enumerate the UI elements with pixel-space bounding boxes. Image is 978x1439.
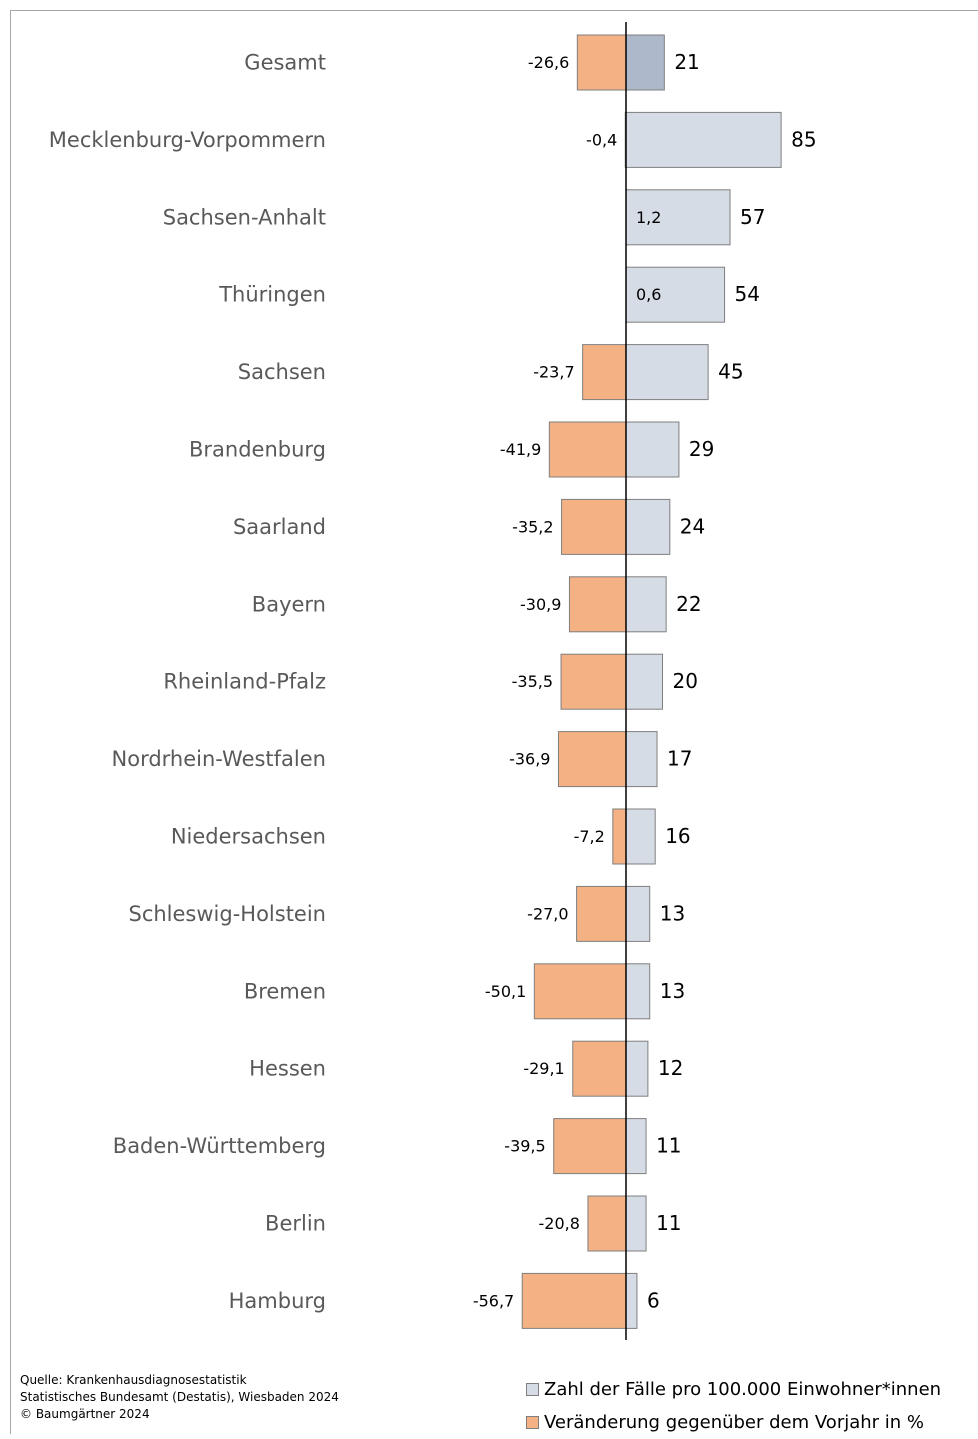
category-label: Baden-Württemberg bbox=[113, 1134, 326, 1158]
change-bar bbox=[521, 1272, 627, 1329]
legend-swatch-change bbox=[526, 1416, 539, 1429]
copyright-line: © Baumgärtner 2024 bbox=[20, 1407, 150, 1421]
change-label: -35,2 bbox=[512, 517, 553, 536]
change-label: -39,5 bbox=[504, 1137, 545, 1156]
category-label: Mecklenburg-Vorpommern bbox=[49, 128, 326, 152]
category-label: Hessen bbox=[249, 1057, 326, 1081]
cases-bar bbox=[625, 498, 671, 555]
cases-bar bbox=[625, 808, 656, 865]
change-bar bbox=[587, 1195, 627, 1252]
cases-value-label: 11 bbox=[656, 1134, 681, 1158]
cases-value-label: 13 bbox=[660, 901, 685, 925]
change-bar bbox=[533, 963, 627, 1020]
category-label: Bremen bbox=[244, 979, 326, 1003]
category-label: Schleswig-Holstein bbox=[128, 902, 326, 926]
category-label: Sachsen bbox=[238, 360, 326, 384]
cases-value-label: 54 bbox=[735, 282, 760, 306]
cases-bar bbox=[625, 1195, 647, 1252]
change-bar bbox=[612, 808, 627, 865]
category-label: Gesamt bbox=[244, 51, 326, 75]
legend-item-change: Veränderung gegenüber dem Vorjahr in % bbox=[526, 1406, 941, 1439]
change-label: 0,6 bbox=[636, 285, 661, 304]
change-bar bbox=[557, 731, 627, 788]
cases-bar bbox=[625, 731, 658, 788]
category-label: Bayern bbox=[252, 592, 326, 616]
category-label: Berlin bbox=[265, 1212, 326, 1236]
cases-value-label: 17 bbox=[667, 747, 692, 771]
change-bar bbox=[561, 498, 627, 555]
change-label: -36,9 bbox=[509, 750, 550, 769]
change-label: -0,4 bbox=[586, 130, 617, 149]
change-bar bbox=[553, 1118, 627, 1175]
category-label: Thüringen bbox=[218, 283, 326, 307]
category-label: Hamburg bbox=[229, 1289, 326, 1313]
change-label: -35,5 bbox=[512, 672, 553, 691]
legend: Zahl der Fälle pro 100.000 Einwohner*inn… bbox=[526, 1373, 941, 1439]
change-bar bbox=[576, 34, 627, 91]
cases-value-label: 13 bbox=[660, 979, 685, 1003]
cases-value-label: 20 bbox=[673, 669, 698, 693]
cases-bar bbox=[625, 189, 731, 246]
cases-bar bbox=[625, 1118, 647, 1175]
cases-bar bbox=[625, 1040, 649, 1097]
change-label: -30,9 bbox=[520, 595, 561, 614]
change-bar bbox=[568, 576, 627, 633]
cases-value-label: 22 bbox=[676, 592, 701, 616]
cases-value-label: 45 bbox=[718, 360, 743, 384]
cases-bar bbox=[625, 421, 680, 478]
source-line: Quelle: Krankenhausdiagnosestatistik bbox=[20, 1373, 247, 1387]
change-bar bbox=[576, 885, 627, 942]
cases-bar bbox=[625, 576, 667, 633]
change-bar bbox=[582, 344, 627, 401]
legend-swatch-cases bbox=[526, 1383, 539, 1396]
change-bar bbox=[560, 653, 627, 710]
change-label: -27,0 bbox=[527, 904, 568, 923]
cases-value-label: 29 bbox=[689, 437, 714, 461]
cases-value-label: 12 bbox=[658, 1056, 683, 1080]
change-label: -56,7 bbox=[473, 1291, 514, 1310]
change-label: -41,9 bbox=[500, 440, 541, 459]
category-label: Niedersachsen bbox=[171, 825, 326, 849]
cases-value-label: 11 bbox=[656, 1211, 681, 1235]
category-label: Nordrhein-Westfalen bbox=[112, 747, 326, 771]
change-label: -26,6 bbox=[528, 53, 569, 72]
cases-value-label: 6 bbox=[647, 1288, 660, 1312]
cases-value-label: 24 bbox=[680, 514, 705, 538]
legend-item-cases: Zahl der Fälle pro 100.000 Einwohner*inn… bbox=[526, 1373, 941, 1406]
cases-bar bbox=[625, 266, 726, 323]
cases-bar bbox=[625, 344, 709, 401]
cases-value-label: 85 bbox=[791, 127, 816, 151]
change-label: -20,8 bbox=[539, 1214, 580, 1233]
cases-bar bbox=[625, 1272, 638, 1329]
cases-bar bbox=[625, 653, 663, 710]
cases-bar bbox=[625, 885, 651, 942]
chart-frame bbox=[10, 10, 978, 1434]
category-label: Brandenburg bbox=[189, 438, 326, 462]
cases-bar bbox=[625, 111, 782, 168]
change-bar bbox=[548, 421, 627, 478]
source-line: Statistisches Bundesamt (Destatis), Wies… bbox=[20, 1390, 339, 1404]
category-label: Sachsen-Anhalt bbox=[163, 205, 326, 229]
cases-value-label: 57 bbox=[740, 205, 765, 229]
change-bar bbox=[572, 1040, 627, 1097]
change-label: -7,2 bbox=[574, 827, 605, 846]
cases-bar bbox=[625, 963, 651, 1020]
cases-value-label: 16 bbox=[665, 824, 690, 848]
change-label: 1,2 bbox=[636, 208, 661, 227]
change-label: -29,1 bbox=[523, 1059, 564, 1078]
source-note: Quelle: Krankenhausdiagnosestatistik Sta… bbox=[20, 1372, 339, 1423]
cases-value-label: 21 bbox=[674, 50, 699, 74]
category-label: Saarland bbox=[233, 515, 326, 539]
change-label: -23,7 bbox=[533, 363, 574, 382]
category-label: Rheinland-Pfalz bbox=[163, 670, 326, 694]
legend-label-cases: Zahl der Fälle pro 100.000 Einwohner*inn… bbox=[544, 1379, 942, 1400]
legend-label-change: Veränderung gegenüber dem Vorjahr in % bbox=[544, 1412, 925, 1433]
change-label: -50,1 bbox=[485, 982, 526, 1001]
cases-bar bbox=[625, 34, 665, 91]
